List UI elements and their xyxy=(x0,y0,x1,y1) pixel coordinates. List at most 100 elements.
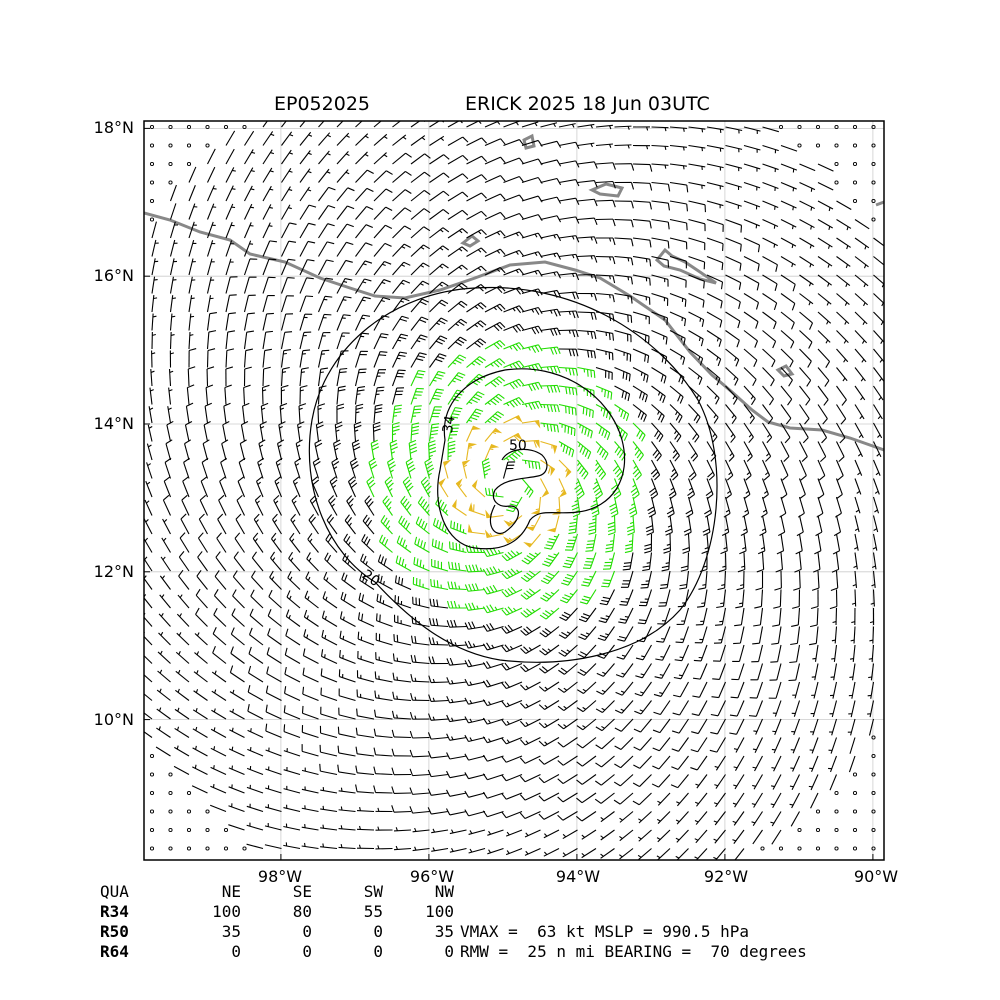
wind-barb xyxy=(768,681,782,699)
wind-barb xyxy=(637,829,652,842)
wind-barb xyxy=(438,478,449,498)
wind-barb xyxy=(520,588,541,600)
wind-barb xyxy=(315,421,324,442)
wind-barb xyxy=(688,404,701,424)
calm-marker xyxy=(852,198,858,204)
wind-barb xyxy=(501,550,523,562)
wind-barb xyxy=(669,237,688,250)
wind-barb xyxy=(336,367,348,387)
calm-marker xyxy=(149,790,155,796)
wind-barb xyxy=(791,607,801,627)
wind-barb xyxy=(624,533,634,554)
wind-barb xyxy=(253,513,264,535)
wind-barb xyxy=(373,133,388,146)
wind-barb xyxy=(319,744,338,757)
wind-barb xyxy=(503,249,525,258)
wind-barb xyxy=(482,717,504,725)
wind-barb xyxy=(225,167,236,183)
wind-barb xyxy=(355,187,374,202)
wind-barb xyxy=(484,230,506,239)
wind-barb xyxy=(192,726,208,738)
wind-barb xyxy=(614,125,632,130)
wind-barb xyxy=(285,628,301,646)
wind-barb xyxy=(540,233,562,242)
wind-barb xyxy=(729,718,745,735)
wind-barb xyxy=(286,590,301,609)
wind-barb xyxy=(482,773,504,781)
wind-barb xyxy=(582,552,597,570)
wind-barb xyxy=(284,686,301,701)
wind-barb xyxy=(780,311,795,330)
wind-barb xyxy=(228,765,245,776)
wind-barb xyxy=(464,602,486,611)
wind-barb xyxy=(317,332,331,350)
wind-barb xyxy=(193,689,208,701)
wind-barb xyxy=(713,811,726,826)
wind-barb xyxy=(651,200,671,211)
wind-barb xyxy=(266,666,282,683)
wind-barb xyxy=(725,255,742,271)
calm-marker xyxy=(223,846,229,851)
wind-barb xyxy=(304,590,319,609)
wind-barb xyxy=(262,366,271,387)
wind-barb xyxy=(538,718,560,729)
wind-barb xyxy=(501,810,523,819)
calm-marker xyxy=(871,198,876,204)
wind-barb xyxy=(671,737,689,752)
wind-barb xyxy=(538,792,560,802)
wind-barb xyxy=(520,700,541,709)
calm-marker xyxy=(149,180,155,185)
wind-barb xyxy=(151,350,156,368)
wind-barb xyxy=(869,607,875,626)
wind-barb xyxy=(829,700,838,718)
wind-barb xyxy=(872,478,880,495)
wind-barb xyxy=(336,132,350,146)
wind-barb xyxy=(283,724,301,739)
wind-barb xyxy=(811,663,819,681)
wind-barb xyxy=(336,169,350,183)
wind-barb xyxy=(762,200,779,210)
wind-barb xyxy=(762,237,778,248)
wind-barb xyxy=(206,185,217,202)
calm-marker xyxy=(852,180,858,185)
calm-marker xyxy=(149,217,155,222)
wind-barb xyxy=(674,644,690,662)
wind-barb xyxy=(145,480,153,498)
wind-barb xyxy=(731,663,745,681)
wind-barb xyxy=(558,366,579,376)
wind-barb xyxy=(429,154,450,165)
wind-barb xyxy=(299,150,312,165)
wind-barb xyxy=(393,634,412,646)
wind-barb xyxy=(836,219,852,231)
wind-barb xyxy=(558,478,567,498)
wind-barb xyxy=(817,330,831,344)
wind-barb xyxy=(615,663,634,678)
wind-barb xyxy=(373,206,393,220)
wind-barb xyxy=(429,190,450,202)
wind-barb xyxy=(609,496,619,518)
wind-barb xyxy=(503,415,523,424)
wind-barb xyxy=(790,755,801,772)
wind-barb xyxy=(669,292,687,307)
wind-barb xyxy=(391,729,412,739)
wind-barb xyxy=(466,320,487,331)
wind-barb xyxy=(484,443,500,461)
wind-barb xyxy=(656,626,671,643)
wind-barb xyxy=(600,848,615,859)
wind-barb xyxy=(742,496,750,518)
wind-barb xyxy=(211,708,227,720)
wind-barb xyxy=(484,266,506,276)
wind-barb xyxy=(336,385,346,405)
wind-barb xyxy=(673,681,689,698)
wind-barb xyxy=(447,440,456,461)
wind-barb xyxy=(725,126,743,134)
wind-barb xyxy=(503,432,523,442)
wind-barb xyxy=(780,348,794,368)
wind-barb xyxy=(521,420,541,429)
wind-barb xyxy=(271,532,282,553)
calm-marker xyxy=(242,846,247,851)
wind-barb xyxy=(464,678,486,687)
wind-barb xyxy=(780,459,789,481)
wind-barb xyxy=(595,180,616,189)
